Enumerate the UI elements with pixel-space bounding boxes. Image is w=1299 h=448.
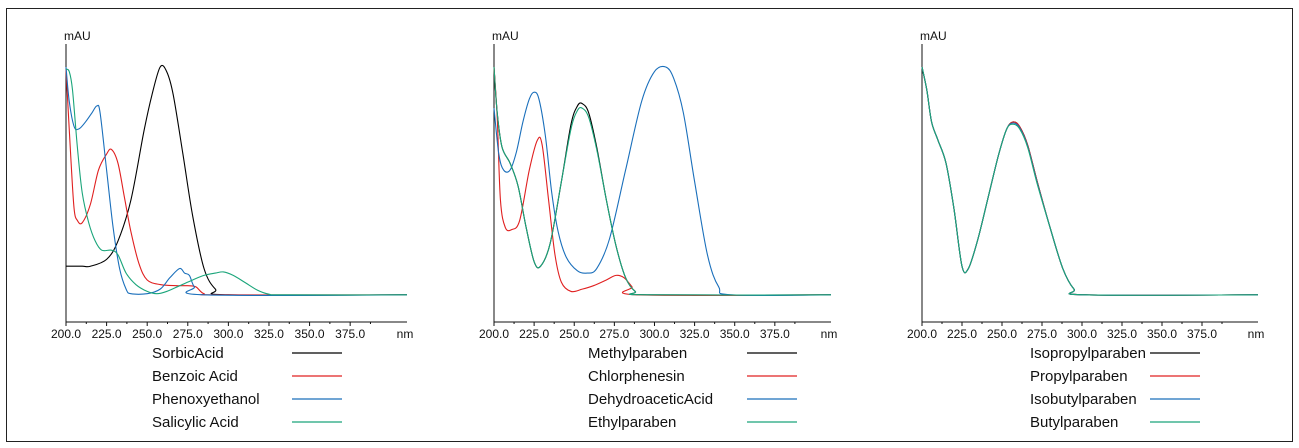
- legend-label: SorbicAcid: [152, 345, 224, 362]
- x-tick-label: 250.0: [559, 327, 589, 341]
- legend-label: Propylparaben: [1030, 368, 1128, 385]
- legend-label: Phenoxyethanol: [152, 391, 260, 408]
- legend-label: Butylparaben: [1030, 414, 1118, 431]
- legend-label: Methylparaben: [588, 345, 687, 362]
- x-tick-label: 250.0: [132, 327, 162, 341]
- x-tick-label: 275.0: [599, 327, 629, 341]
- x-tick-label: 225.0: [947, 327, 977, 341]
- legend-label: Chlorphenesin: [588, 368, 685, 385]
- legend-label: Salicylic Acid: [152, 414, 239, 431]
- legend-label: Benzoic Acid: [152, 368, 238, 385]
- x-tick-label: 325.0: [254, 327, 284, 341]
- x-axis-unit-label: nm: [397, 327, 414, 341]
- x-tick-label: 250.0: [987, 327, 1017, 341]
- x-tick-label: 300.0: [639, 327, 669, 341]
- legend-label: DehydroaceticAcid: [588, 391, 713, 408]
- x-tick-label: 200.0: [51, 327, 81, 341]
- x-tick-label: 300.0: [213, 327, 243, 341]
- x-tick-label: 350.0: [720, 327, 750, 341]
- x-axis-unit-label: nm: [821, 327, 838, 341]
- legend-label: Ethylparaben: [588, 414, 676, 431]
- x-tick-label: 375.0: [1187, 327, 1217, 341]
- y-axis-label: mAU: [492, 29, 519, 43]
- x-tick-label: 275.0: [173, 327, 203, 341]
- x-tick-label: 200.0: [479, 327, 509, 341]
- x-axis-unit-label: nm: [1248, 327, 1265, 341]
- x-tick-label: 350.0: [295, 327, 325, 341]
- x-tick-label: 375.0: [760, 327, 790, 341]
- x-tick-label: 325.0: [680, 327, 710, 341]
- x-tick-label: 200.0: [907, 327, 937, 341]
- x-tick-label: 225.0: [92, 327, 122, 341]
- legend-label: Isobutylparaben: [1030, 391, 1137, 408]
- x-tick-label: 225.0: [519, 327, 549, 341]
- x-tick-label: 375.0: [335, 327, 365, 341]
- x-tick-label: 350.0: [1147, 327, 1177, 341]
- x-tick-label: 325.0: [1107, 327, 1137, 341]
- x-tick-label: 300.0: [1067, 327, 1097, 341]
- legend-label: Isopropylparaben: [1030, 345, 1146, 362]
- y-axis-label: mAU: [64, 29, 91, 43]
- y-axis-label: mAU: [920, 29, 947, 43]
- x-tick-label: 275.0: [1027, 327, 1057, 341]
